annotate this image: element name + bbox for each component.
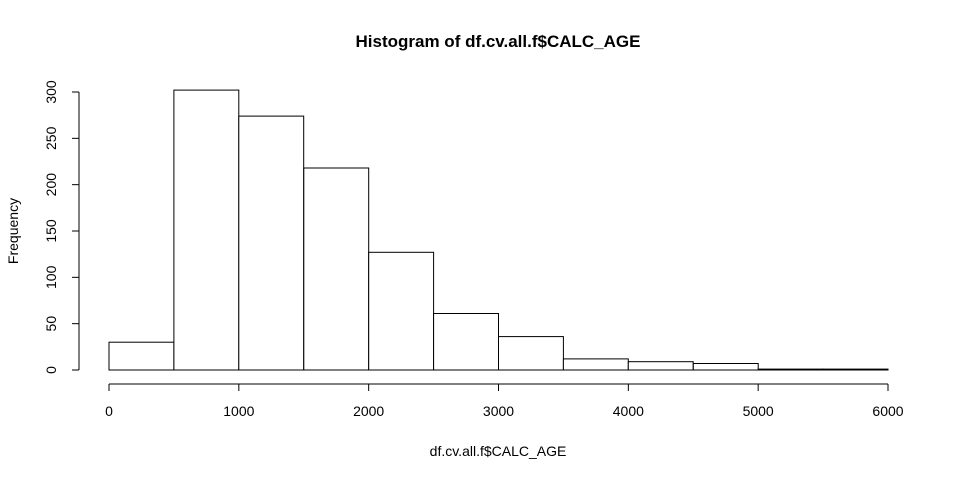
x-tick-label-6: 6000 (872, 403, 903, 419)
y-tick-label-2: 100 (43, 265, 59, 289)
y-tick-label-4: 200 (43, 173, 59, 197)
histogram-bar-9 (692, 363, 759, 371)
histogram-bar-6 (498, 336, 564, 371)
bars-group (108, 89, 889, 371)
y-tick-label-1: 50 (43, 316, 59, 332)
y-tick-label-6: 300 (43, 80, 59, 104)
x-tick-label-1: 1000 (223, 403, 254, 419)
x-tick-label-0: 0 (105, 403, 113, 419)
histogram-bar-0 (108, 341, 175, 371)
histogram-bar-1 (173, 89, 240, 371)
y-axis: 0 50 100 150 200 250 300 (43, 80, 80, 374)
x-tick-label-3: 3000 (483, 403, 514, 419)
y-tick-label-5: 250 (43, 126, 59, 150)
x-tick-label-2: 2000 (353, 403, 384, 419)
histogram-bar-7 (562, 358, 629, 371)
chart-title: Histogram of df.cv.all.f$CALC_AGE (356, 32, 641, 51)
x-axis: 0 1000 2000 3000 4000 5000 6000 (105, 383, 904, 419)
histogram-bar-5 (433, 313, 500, 371)
x-axis-label: df.cv.all.f$CALC_AGE (430, 443, 567, 459)
histogram-bar-8 (627, 361, 694, 371)
x-tick-label-4: 4000 (613, 403, 644, 419)
y-tick-label-0: 0 (43, 366, 59, 374)
y-tick-label-3: 150 (43, 219, 59, 243)
histogram-bar-3 (303, 167, 370, 371)
histogram-bar-2 (238, 115, 305, 371)
y-axis-label: Frequency (5, 198, 21, 264)
histogram-bar-11 (822, 368, 889, 371)
histogram-bar-4 (368, 251, 435, 371)
x-tick-label-5: 5000 (743, 403, 774, 419)
histogram-bar-10 (757, 368, 824, 371)
